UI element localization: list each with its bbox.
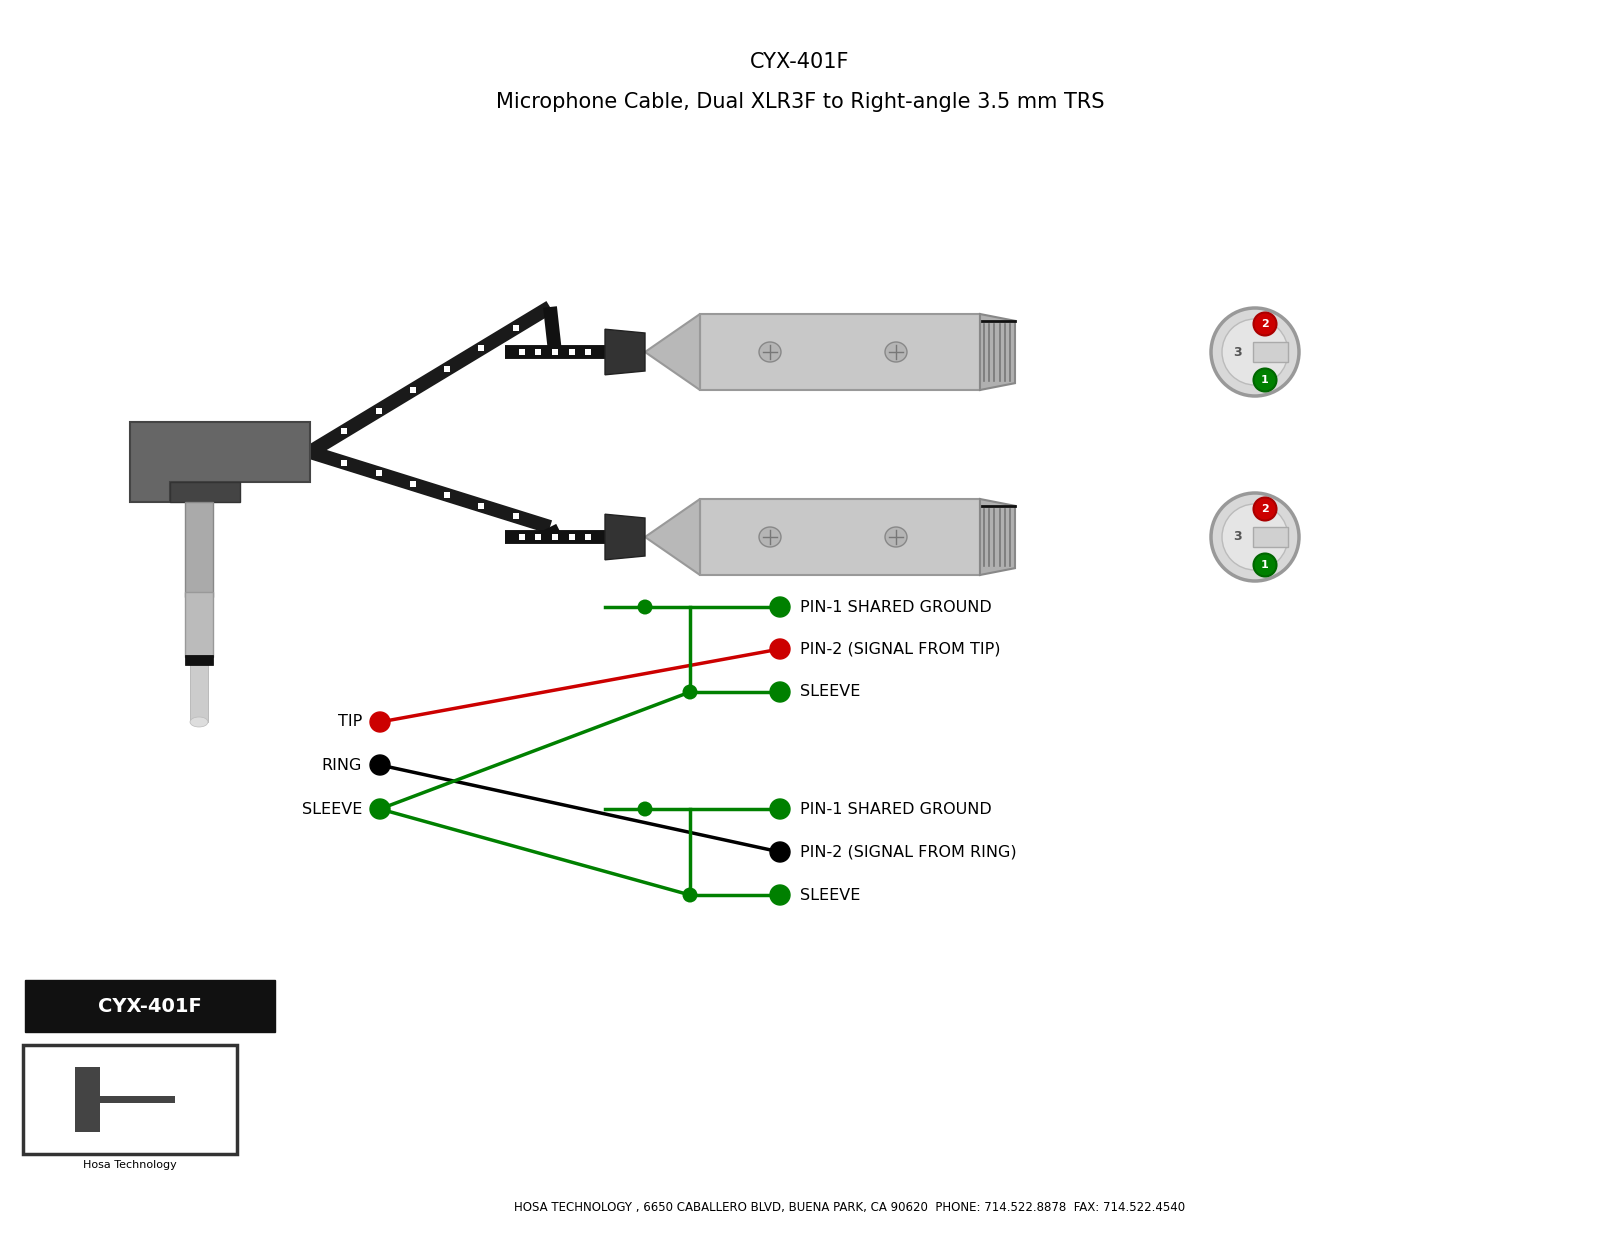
Polygon shape — [170, 482, 240, 502]
Circle shape — [637, 600, 653, 615]
Text: TIP: TIP — [338, 715, 362, 730]
Text: Microphone Cable, Dual XLR3F to Right-angle 3.5 mm TRS: Microphone Cable, Dual XLR3F to Right-an… — [496, 92, 1104, 113]
FancyBboxPatch shape — [22, 1045, 237, 1154]
Circle shape — [683, 684, 698, 699]
Polygon shape — [979, 314, 1014, 390]
Ellipse shape — [190, 717, 208, 727]
Circle shape — [770, 884, 790, 905]
Text: 1: 1 — [1261, 375, 1269, 385]
Polygon shape — [701, 499, 979, 575]
Bar — [75, 1092, 174, 1107]
Circle shape — [1253, 553, 1277, 576]
Bar — [1253, 527, 1288, 547]
Circle shape — [770, 842, 790, 862]
FancyBboxPatch shape — [26, 980, 275, 1032]
Text: 3: 3 — [1232, 345, 1242, 359]
Circle shape — [683, 887, 698, 903]
Circle shape — [370, 755, 390, 776]
Circle shape — [370, 799, 390, 819]
Text: PIN-2 (SIGNAL FROM TIP): PIN-2 (SIGNAL FROM TIP) — [800, 642, 1000, 657]
Circle shape — [1211, 308, 1299, 396]
Text: 3: 3 — [1232, 531, 1242, 543]
Polygon shape — [645, 314, 701, 390]
Text: SLEEVE: SLEEVE — [800, 684, 861, 699]
Circle shape — [1253, 369, 1277, 391]
Bar — [99, 1102, 174, 1132]
Text: 1: 1 — [1261, 560, 1269, 570]
Bar — [186, 593, 213, 657]
Text: CYX-401F: CYX-401F — [98, 997, 202, 1016]
Text: HOSA TECHNOLOGY , 6650 CABALLERO BLVD, BUENA PARK, CA 90620  PHONE: 714.522.8878: HOSA TECHNOLOGY , 6650 CABALLERO BLVD, B… — [515, 1200, 1186, 1213]
Circle shape — [770, 640, 790, 659]
Bar — [190, 662, 208, 722]
Text: 2: 2 — [1261, 319, 1269, 329]
Ellipse shape — [758, 341, 781, 362]
Circle shape — [770, 597, 790, 617]
Circle shape — [770, 799, 790, 819]
Bar — [99, 1068, 174, 1096]
Bar — [75, 1068, 99, 1132]
Circle shape — [1253, 497, 1277, 521]
Bar — [150, 1068, 174, 1132]
Ellipse shape — [885, 341, 907, 362]
Circle shape — [370, 713, 390, 732]
Polygon shape — [701, 314, 979, 390]
Text: SLEEVE: SLEEVE — [800, 887, 861, 903]
Polygon shape — [605, 329, 645, 375]
Text: 2: 2 — [1261, 503, 1269, 515]
Polygon shape — [605, 515, 645, 560]
Text: PIN-1 SHARED GROUND: PIN-1 SHARED GROUND — [800, 600, 992, 615]
Circle shape — [637, 802, 653, 816]
Text: SLEEVE: SLEEVE — [302, 802, 362, 816]
Text: CYX-401F: CYX-401F — [750, 52, 850, 72]
Ellipse shape — [885, 527, 907, 547]
Circle shape — [1253, 313, 1277, 335]
Circle shape — [770, 682, 790, 703]
Polygon shape — [979, 499, 1014, 575]
Bar — [186, 656, 213, 666]
Ellipse shape — [758, 527, 781, 547]
Text: PIN-2 (SIGNAL FROM RING): PIN-2 (SIGNAL FROM RING) — [800, 845, 1016, 860]
Circle shape — [1211, 494, 1299, 581]
Text: RING: RING — [322, 757, 362, 772]
Circle shape — [1222, 503, 1288, 570]
Text: Hosa Technology: Hosa Technology — [83, 1160, 178, 1170]
Polygon shape — [130, 422, 310, 502]
Circle shape — [1222, 319, 1288, 385]
Text: PIN-1 SHARED GROUND: PIN-1 SHARED GROUND — [800, 802, 992, 816]
Bar — [1253, 341, 1288, 362]
Polygon shape — [645, 499, 701, 575]
Bar — [186, 502, 213, 597]
